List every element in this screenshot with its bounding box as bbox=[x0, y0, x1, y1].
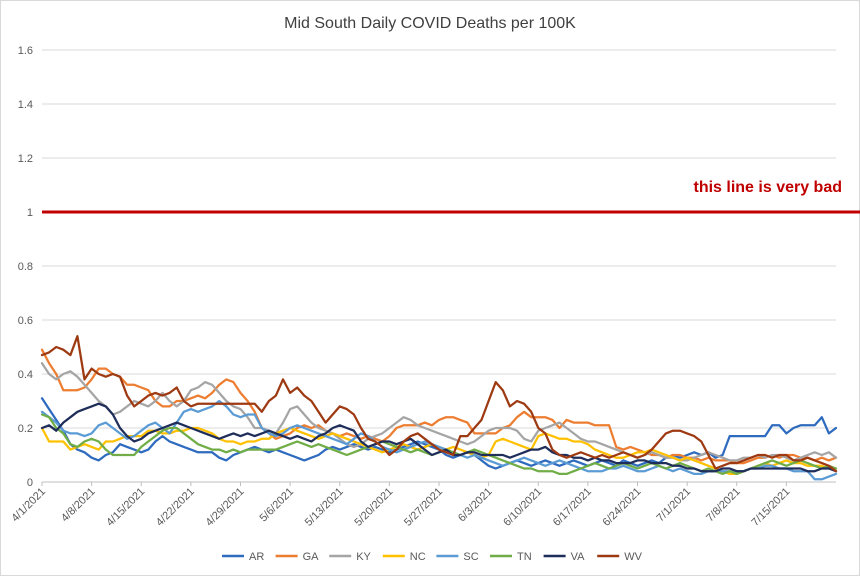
y-tick-label: 1.2 bbox=[18, 153, 33, 165]
series-line-sc bbox=[40, 399, 838, 481]
legend-label-wv: WV bbox=[624, 551, 642, 563]
legend-label-ga: GA bbox=[303, 551, 320, 563]
x-tick-label: 5/20/2021 bbox=[352, 486, 395, 529]
x-tick-label: 6/10/2021 bbox=[501, 486, 544, 529]
x-tick-label: 4/1/2021 bbox=[9, 486, 48, 525]
reference-line-label: this line is very bad bbox=[694, 179, 843, 196]
chart-title: Mid South Daily COVID Deaths per 100K bbox=[284, 15, 576, 32]
series-lines bbox=[40, 335, 838, 481]
reference-line: this line is very bad bbox=[42, 179, 860, 214]
y-axis-ticks: 0 0.2 0.4 0.6 0.8 1 1.2 1.4 1.6 bbox=[18, 45, 33, 489]
gridlines bbox=[42, 49, 836, 483]
y-tick-label: 1.6 bbox=[18, 45, 33, 57]
legend: AR GA KY NC SC TN VA WV bbox=[222, 551, 643, 563]
legend-label-tn: TN bbox=[517, 551, 532, 563]
x-tick-label: 7/8/2021 bbox=[704, 486, 743, 525]
series-line-tn bbox=[40, 413, 838, 476]
series-line-va bbox=[40, 402, 838, 473]
y-tick-label: 0.6 bbox=[18, 315, 33, 327]
x-tick-label: 4/29/2021 bbox=[204, 486, 247, 529]
x-tick-label: 5/27/2021 bbox=[402, 486, 445, 529]
legend-label-ky: KY bbox=[356, 551, 371, 563]
series-line-ga bbox=[40, 348, 838, 465]
x-tick-label: 4/8/2021 bbox=[59, 486, 98, 525]
series-line-ky bbox=[40, 362, 838, 462]
legend-label-nc: NC bbox=[410, 551, 426, 563]
legend-label-ar: AR bbox=[249, 551, 264, 563]
x-tick-label: 5/6/2021 bbox=[257, 486, 296, 525]
y-tick-label: 1.4 bbox=[18, 99, 33, 111]
x-tick-label: 4/22/2021 bbox=[154, 486, 197, 529]
y-tick-label: 0.2 bbox=[18, 423, 33, 435]
x-tick-label: 7/15/2021 bbox=[749, 486, 792, 529]
x-tick-label: 7/1/2021 bbox=[654, 486, 693, 525]
y-tick-label: 0 bbox=[27, 477, 33, 489]
series-line-wv bbox=[40, 335, 838, 473]
legend-label-va: VA bbox=[571, 551, 586, 563]
y-tick-label: 1 bbox=[27, 207, 33, 219]
x-axis-ticks: 4/1/2021 4/8/2021 4/15/2021 4/22/2021 4/29/2… bbox=[9, 482, 792, 529]
x-tick-label: 6/3/2021 bbox=[456, 486, 495, 525]
x-tick-label: 6/24/2021 bbox=[601, 486, 644, 529]
x-tick-label: 4/15/2021 bbox=[104, 486, 147, 529]
x-tick-label: 6/17/2021 bbox=[551, 486, 594, 529]
y-tick-label: 0.4 bbox=[18, 369, 33, 381]
x-tick-label: 5/13/2021 bbox=[303, 486, 346, 529]
legend-label-sc: SC bbox=[463, 551, 478, 563]
y-tick-label: 0.8 bbox=[18, 261, 33, 273]
